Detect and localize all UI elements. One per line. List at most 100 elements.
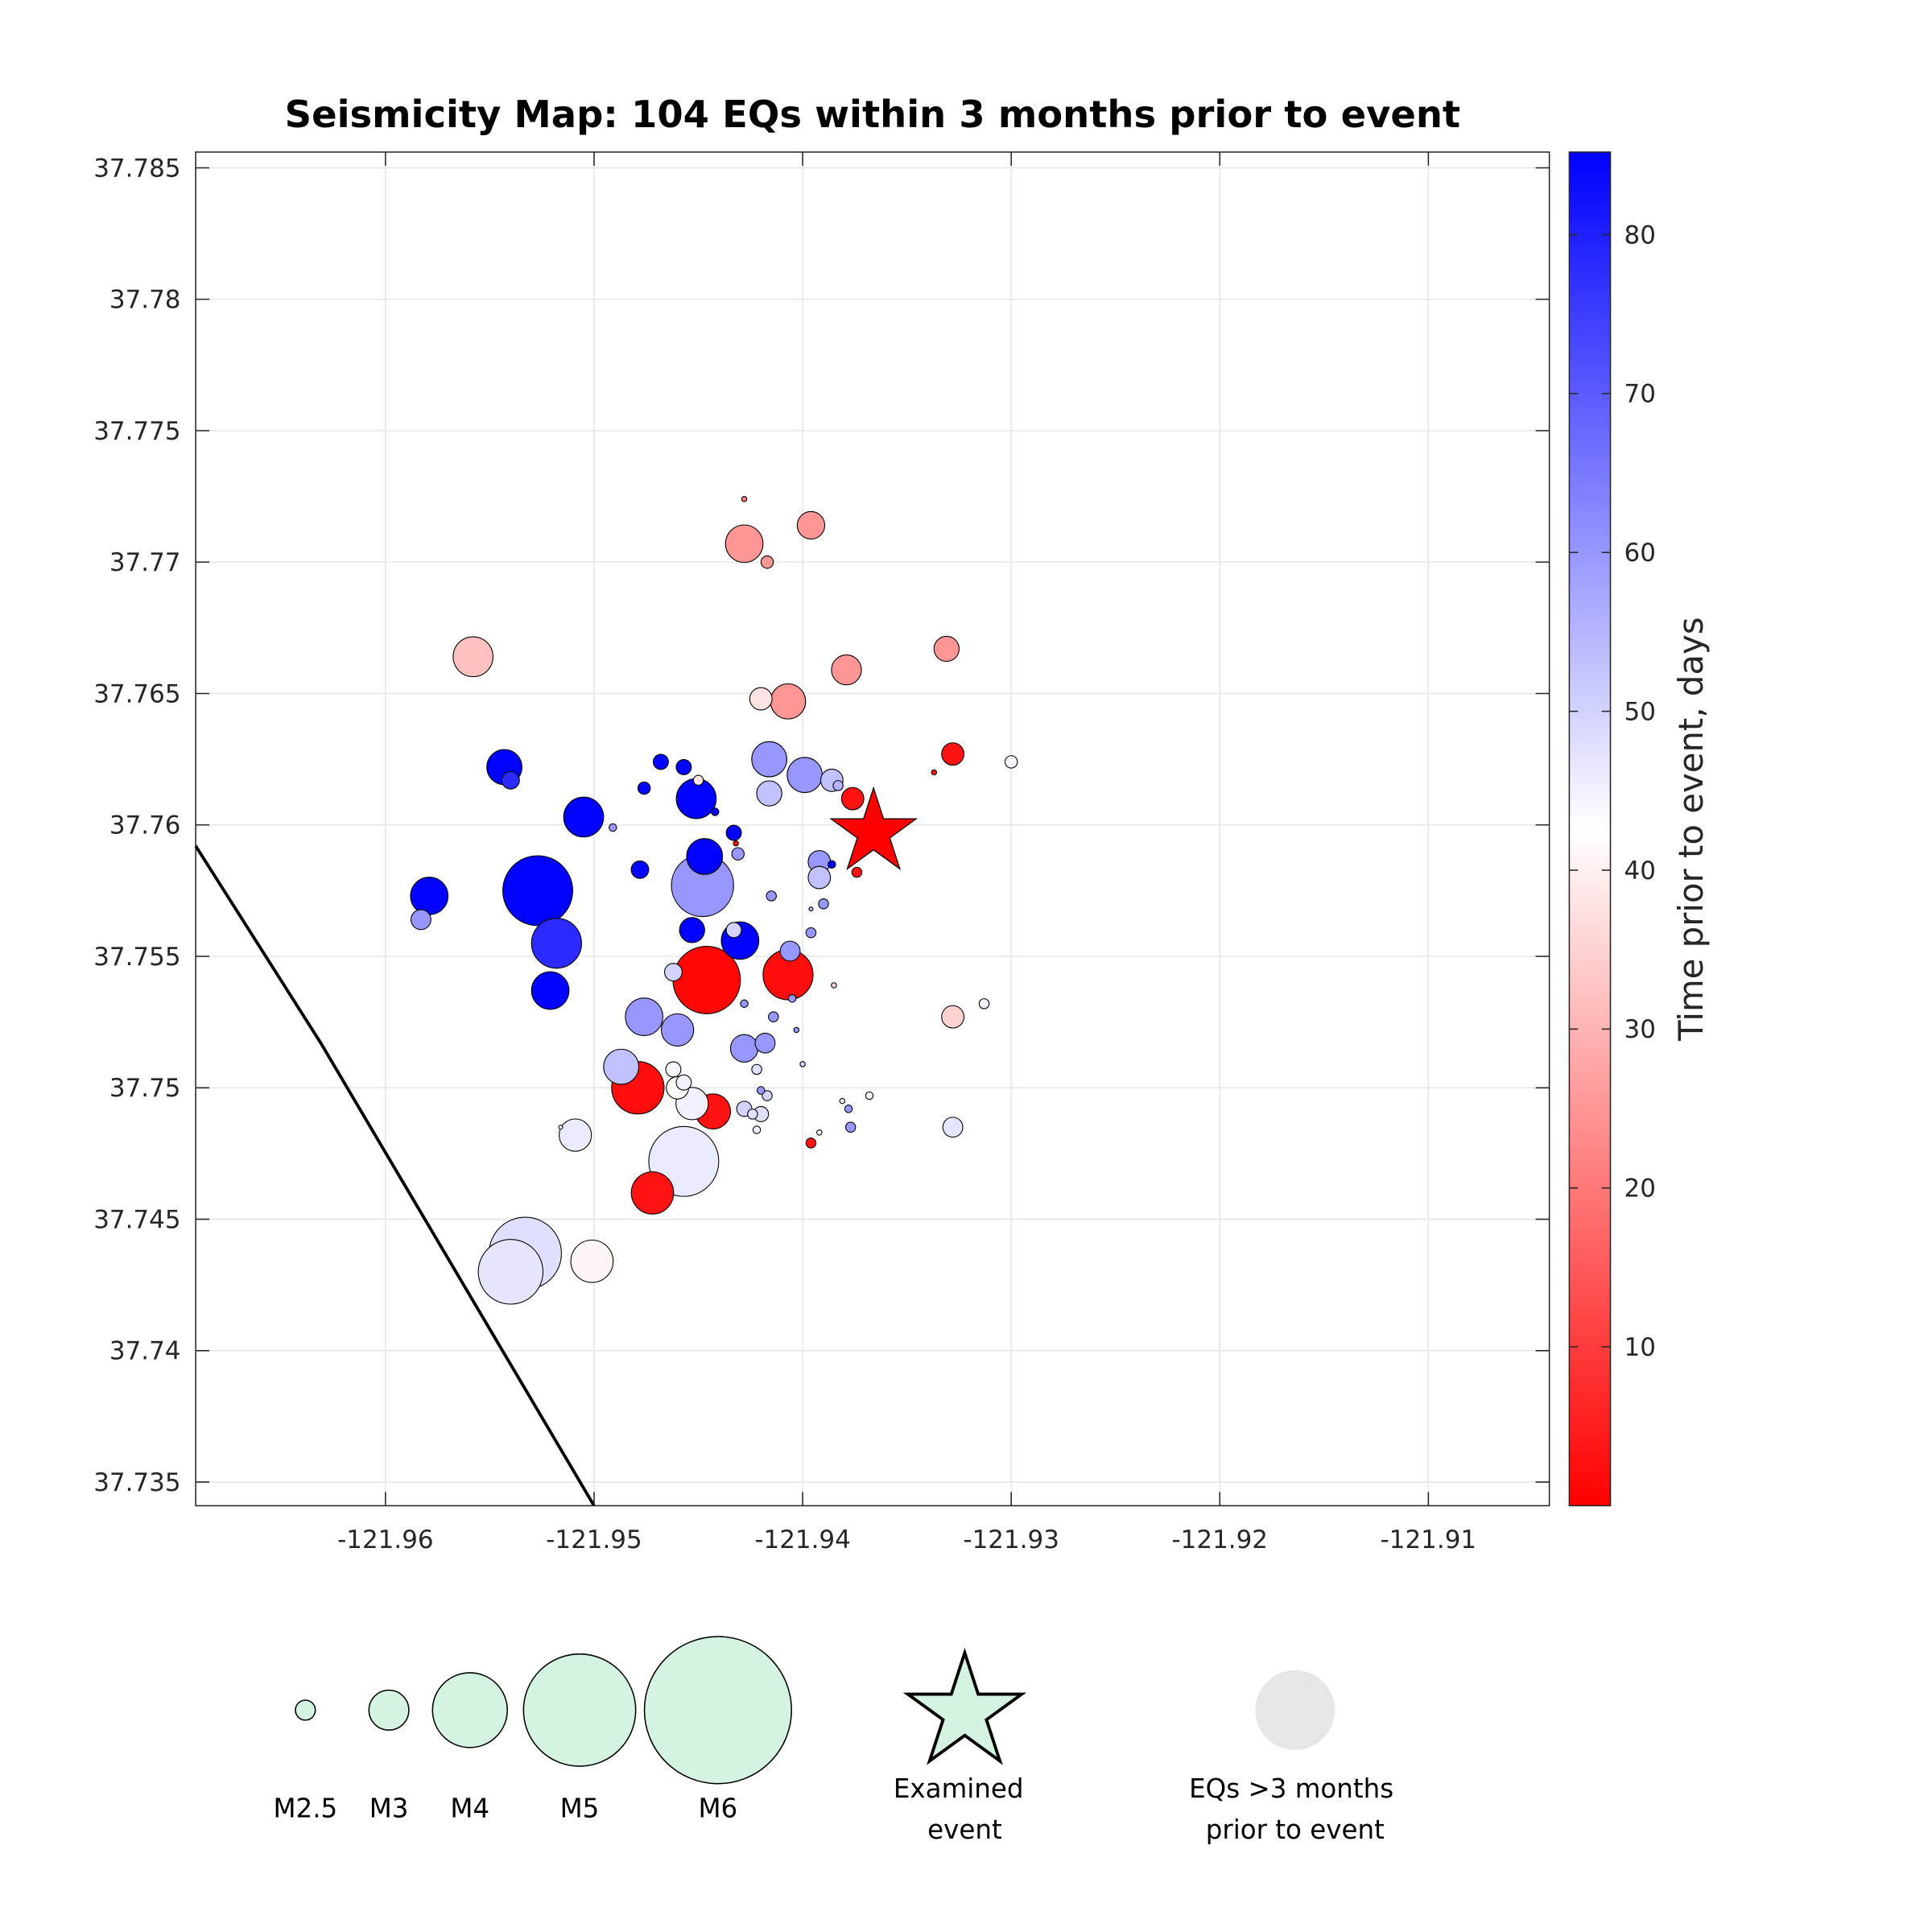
event-marker: [741, 496, 748, 502]
event-marker: [796, 510, 826, 540]
event-marker: [502, 855, 573, 927]
legend-older-eq-marker: [1255, 1670, 1335, 1750]
event-marker: [501, 770, 520, 790]
event-marker: [637, 781, 651, 795]
event-marker: [751, 741, 787, 778]
event-marker: [559, 1118, 592, 1152]
examined-event-group: [829, 786, 919, 871]
event-marker: [731, 847, 745, 861]
colorbar-ticks: 10 20 30 40 50 60 70 80: [1569, 221, 1656, 1362]
event-marker: [978, 998, 990, 1009]
examined-event-star: [829, 786, 919, 871]
legend-magnitude-label: M6: [699, 1794, 738, 1824]
event-marker: [663, 963, 683, 982]
event-marker: [805, 927, 817, 939]
event-marker: [760, 555, 774, 569]
y-tick-label: 37.755: [93, 943, 180, 972]
legend-magnitude-label: M2.5: [273, 1794, 337, 1824]
legend-magnitude-marker: [643, 1636, 792, 1785]
event-marker: [768, 1011, 779, 1022]
legend-magnitude-marker: [431, 1672, 508, 1748]
axes-box: [195, 151, 1550, 1507]
colorbar-tick-label: 40: [1624, 857, 1656, 886]
event-marker: [756, 780, 782, 807]
event-marker: [740, 999, 749, 1009]
legend-magnitude-marker: [368, 1689, 410, 1731]
event-marker: [786, 757, 824, 794]
x-tick-label: -121.94: [754, 1525, 850, 1554]
y-tick-label: 37.785: [93, 154, 180, 183]
event-marker: [752, 1125, 762, 1134]
colorbar-tick-label: 10: [1624, 1333, 1656, 1362]
event-marker: [831, 982, 837, 989]
event-marker: [865, 1091, 874, 1100]
event-marker: [941, 1005, 965, 1029]
event-marker: [630, 860, 650, 879]
event-marker: [828, 860, 836, 869]
legend-examined-label-2: event: [927, 1814, 1002, 1845]
event-marker: [844, 1104, 853, 1113]
event-marker: [530, 918, 582, 969]
colorbar-tick-label: 20: [1624, 1174, 1656, 1203]
event-marker: [799, 1061, 806, 1067]
x-tick-label: -121.93: [963, 1525, 1059, 1554]
event-marker: [558, 1125, 564, 1130]
y-tick-label: 37.765: [93, 679, 180, 708]
legend: M2.5 M3 M4 M5 M6: [273, 1636, 1335, 1824]
event-marker: [530, 971, 570, 1010]
event-marker: [757, 1086, 766, 1095]
event-marker: [751, 1063, 762, 1075]
event-marker: [609, 823, 617, 832]
event-marker: [851, 866, 863, 878]
event-marker: [931, 769, 938, 776]
event-marker: [747, 1108, 758, 1120]
y-tick-label: 37.735: [93, 1468, 180, 1497]
event-marker: [933, 635, 960, 663]
grid: [196, 151, 1550, 1506]
event-marker: [692, 774, 704, 786]
y-axis: 37.735 37.74 37.745 37.75 37.755 37.76 37.765 3…: [93, 154, 1550, 1497]
y-tick-label: 37.775: [93, 417, 180, 446]
event-marker: [675, 1074, 692, 1091]
event-marker: [818, 898, 829, 910]
legend-star-icon: [902, 1647, 1027, 1765]
event-marker: [665, 1061, 682, 1078]
event-marker: [686, 838, 724, 875]
event-marker: [942, 1117, 964, 1138]
fault-line-group: [194, 844, 596, 1507]
event-marker: [808, 906, 814, 912]
event-marker: [816, 1129, 823, 1136]
x-tick-label: -121.96: [337, 1525, 433, 1554]
event-marker: [839, 1097, 846, 1104]
x-tick-label: -121.92: [1172, 1525, 1268, 1554]
event-marker: [749, 687, 773, 711]
event-marker: [831, 654, 862, 686]
event-marker: [603, 1048, 640, 1085]
event-marker: [844, 1121, 857, 1133]
event-marker: [766, 890, 777, 902]
event-marker: [1004, 755, 1018, 769]
y-tick-label: 37.75: [109, 1074, 181, 1103]
event-marker: [477, 1239, 544, 1305]
event-marker: [452, 636, 494, 678]
legend-magnitude-label: M3: [369, 1794, 409, 1824]
event-marker: [711, 807, 720, 816]
colorbar-tick-label: 60: [1624, 539, 1656, 568]
y-tick-label: 37.77: [109, 548, 181, 577]
legend-magnitude-marker: [522, 1653, 637, 1767]
colorbar: [1568, 151, 1612, 1507]
event-marker: [725, 824, 742, 841]
y-tick-label: 37.745: [93, 1205, 180, 1234]
chart-title: Seismicity Map: 104 EQs within 3 months …: [285, 93, 1460, 136]
event-marker: [787, 994, 797, 1003]
fault-line: [194, 844, 596, 1507]
legend-magnitude-marker: [295, 1699, 316, 1721]
event-marker: [805, 1137, 817, 1149]
event-marker: [724, 524, 764, 564]
event-marker: [941, 742, 965, 766]
y-tick-label: 37.76: [109, 811, 181, 840]
x-tick-label: -121.91: [1381, 1525, 1476, 1554]
event-marker: [832, 780, 844, 791]
colorbar-tick-label: 70: [1624, 380, 1656, 409]
